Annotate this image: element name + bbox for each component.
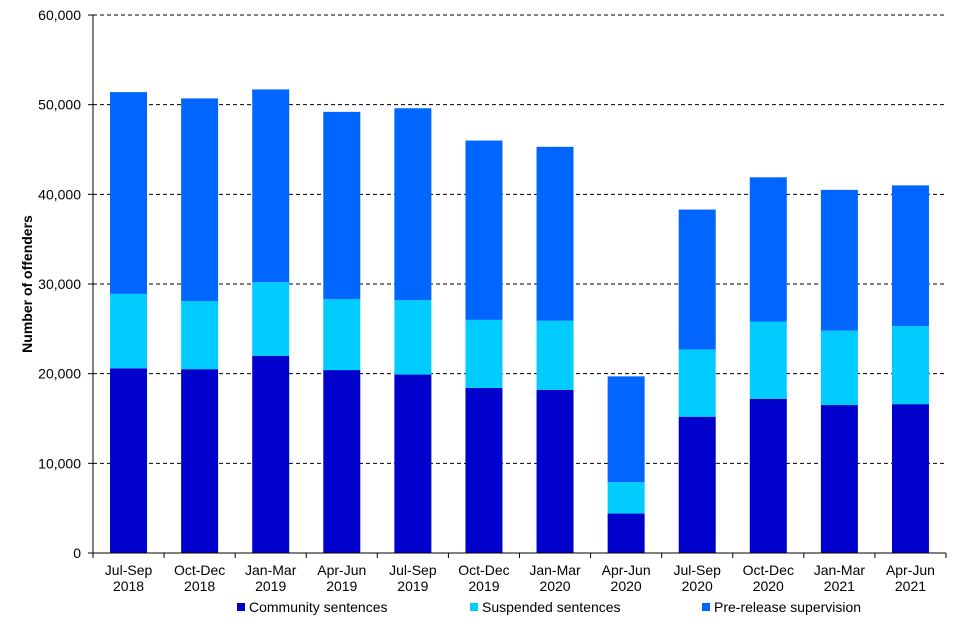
legend: Community sentences Suspended sentences Pr…	[237, 599, 861, 615]
bar-segment-pre-release-supervision	[891, 185, 929, 327]
y-tick-label: 60,000	[38, 7, 81, 23]
y-tick-label: 20,000	[38, 366, 81, 382]
legend-label: Suspended sentences	[482, 599, 621, 615]
bars	[110, 89, 929, 553]
bar-segment-suspended-sentences	[252, 282, 290, 356]
bar-segment-suspended-sentences	[323, 299, 361, 371]
x-tick-label: Apr-Jun 2020	[602, 562, 651, 594]
bar-segment-pre-release-supervision	[110, 92, 148, 294]
x-tick-label: Jan-Mar 2020	[529, 562, 581, 594]
bar-segment-suspended-sentences	[110, 293, 148, 369]
x-tick-label: Oct-Dec 2020	[743, 562, 794, 594]
y-tick-label: 30,000	[38, 276, 81, 292]
x-tick-label: Jul-Sep 2020	[673, 562, 721, 594]
y-tick-label: 50,000	[38, 97, 81, 113]
x-tick-label: Jan-Mar 2021	[814, 562, 866, 594]
gridlines	[93, 14, 946, 464]
y-tick-label: 40,000	[38, 186, 81, 202]
legend-label: Community sentences	[249, 599, 388, 615]
y-tick-label: 0	[73, 545, 81, 561]
bar-segment-community-sentences	[394, 374, 432, 553]
bar-segment-community-sentences	[465, 388, 503, 553]
bar-segment-suspended-sentences	[678, 349, 716, 417]
bar-segment-community-sentences	[891, 404, 929, 553]
bar-segment-community-sentences	[323, 370, 361, 553]
legend-label: Pre-release supervision	[714, 599, 861, 615]
bar-segment-community-sentences	[749, 398, 787, 553]
bar-segment-pre-release-supervision	[820, 189, 858, 331]
y-axis-label: Number of offenders	[19, 215, 35, 353]
bar-segment-suspended-sentences	[465, 319, 503, 389]
bar-segment-pre-release-supervision	[536, 146, 574, 321]
axes	[88, 14, 947, 558]
y-tick-label: 10,000	[38, 455, 81, 471]
bar-segment-community-sentences	[536, 389, 574, 553]
x-tick-label: Oct-Dec 2019	[458, 562, 509, 594]
bar-segment-community-sentences	[607, 513, 645, 553]
bar-segment-suspended-sentences	[607, 482, 645, 514]
bar-segment-suspended-sentences	[820, 330, 858, 406]
legend-swatch	[702, 603, 710, 611]
x-tick-labels: Jul-Sep 2018 Oct-Dec 2018 Jan-Mar 2019 Apr-Jun…	[105, 562, 935, 594]
bar-segment-pre-release-supervision	[323, 111, 361, 300]
bar-segment-community-sentences	[678, 416, 716, 553]
x-tick-label: Apr-Jun 2021	[886, 562, 935, 594]
legend-swatch	[237, 603, 245, 611]
bar-segment-suspended-sentences	[891, 326, 929, 405]
x-tick-label: Jan-Mar 2019	[245, 562, 297, 594]
bar-segment-pre-release-supervision	[749, 177, 787, 322]
x-tick-label: Oct-Dec 2018	[174, 562, 225, 594]
bar-segment-community-sentences	[110, 368, 148, 553]
bar-segment-pre-release-supervision	[465, 140, 503, 320]
x-tick-label: Jul-Sep 2018	[105, 562, 153, 594]
legend-swatch	[470, 603, 478, 611]
x-tick-label: Apr-Jun 2019	[317, 562, 366, 594]
bar-segment-community-sentences	[252, 355, 290, 553]
bar-segment-suspended-sentences	[536, 320, 574, 390]
bar-segment-suspended-sentences	[749, 321, 787, 399]
bar-segment-suspended-sentences	[394, 300, 432, 375]
bar-segment-pre-release-supervision	[181, 98, 219, 302]
bar-segment-pre-release-supervision	[394, 108, 432, 301]
bar-segment-pre-release-supervision	[607, 376, 645, 483]
bar-segment-pre-release-supervision	[678, 209, 716, 350]
bar-segment-community-sentences	[181, 369, 219, 553]
bar-segment-community-sentences	[820, 405, 858, 553]
bar-segment-suspended-sentences	[181, 301, 219, 370]
x-tick-label: Jul-Sep 2019	[389, 562, 437, 594]
y-tick-labels: 0 10,000 20,000 30,000 40,000 50,000 60,000	[38, 7, 81, 561]
bar-segment-pre-release-supervision	[252, 89, 290, 283]
